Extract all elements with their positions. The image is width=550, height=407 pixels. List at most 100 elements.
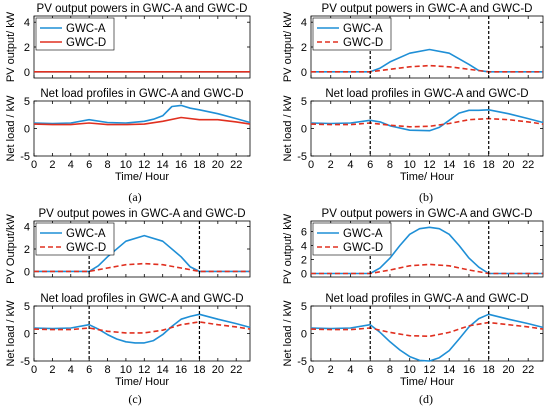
- panel-caption: (a): [128, 190, 141, 204]
- pv-plot-ylabel: PV output/ kW: [282, 213, 294, 284]
- net-load-plot-xtick-label: 14: [443, 159, 455, 171]
- net-load-plot-xtick-label: 16: [463, 364, 475, 376]
- net-load-plot-frame: [310, 305, 544, 362]
- panel-caption: (c): [128, 392, 141, 406]
- net-load-plot-xtick-label: 6: [86, 159, 92, 171]
- pv-plot-legend-box: [35, 17, 115, 51]
- net-load-plot-series-gwc-d: [310, 321, 544, 338]
- net-load-plot-xtick-label: 12: [138, 364, 150, 376]
- net-load-plot-ytick-label: 5: [24, 301, 30, 313]
- pv-plot-ytick-label: 2: [24, 244, 30, 256]
- panel-d: 0 2 4 6 PV output powers in GWC-A and GWC-D P…: [282, 208, 544, 406]
- pv-plot-ytick-label: 2: [301, 255, 307, 267]
- net-load-plot-frame: [310, 100, 544, 157]
- net-load-plot-xtick-label: 8: [104, 364, 110, 376]
- pv-plot-legend-label: GWC-D: [343, 37, 383, 49]
- net-load-plot-xtick-label: 20: [502, 159, 514, 171]
- net-load-plot-xtick-label: 8: [104, 159, 110, 171]
- pv-plot-ytick-label: 4: [301, 241, 307, 253]
- net-load-plot-title: Net load profiles in GWC-A and GWC-D: [325, 88, 528, 100]
- pv-plot-legend-label: GWC-D: [66, 37, 106, 49]
- pv-plot-ytick-label: 0: [24, 67, 30, 79]
- pv-plot-ytick-label: 4: [24, 17, 30, 29]
- net-load-plot-xtick-label: 14: [157, 159, 169, 171]
- pv-plot-ytick-label: 2: [24, 42, 30, 54]
- net-load-plot-ytick-label: 5: [301, 301, 307, 313]
- pv-plot-legend-box: [312, 17, 392, 51]
- panel-caption: (d): [419, 392, 433, 406]
- pv-plot-ytick-label: 0: [301, 269, 307, 281]
- pv-plot-series-gwc-a: [34, 234, 250, 273]
- pv-plot-title: PV output powers in GWC-A and GWC-D: [322, 3, 533, 15]
- net-load-plot-xtick-label: 22: [522, 159, 534, 171]
- net-load-plot-xtick-label: 4: [347, 364, 353, 376]
- pv-plot-legend-label: GWC-A: [66, 228, 106, 240]
- pv-plot-ytick-label: 2: [301, 42, 307, 54]
- net-load-plot-ytick-label: -5: [297, 356, 307, 368]
- net-load-plot-xtick-label: 2: [49, 159, 55, 171]
- net-load-plot-xtick-label: 4: [68, 159, 74, 171]
- net-load-plot-xtick-label: 10: [120, 364, 132, 376]
- pv-plot-ylabel: PV output/ kW: [282, 11, 294, 82]
- net-load-plot-xtick-label: 16: [175, 159, 187, 171]
- net-load-plot-xtick-label: 18: [193, 364, 205, 376]
- net-load-plot-xtick-label: 2: [328, 364, 334, 376]
- net-load-plot-xtick-label: 8: [387, 364, 393, 376]
- pv-plot-ytick-label: 0: [24, 266, 30, 278]
- net-load-plot-ytick-label: -5: [20, 356, 30, 368]
- pv-plot-series-gwc-d: [311, 263, 543, 275]
- pv-plot-legend-label: GWC-D: [343, 242, 383, 254]
- panel-caption: (b): [419, 190, 433, 204]
- net-load-plot-xtick-label: 16: [175, 364, 187, 376]
- pv-plot-legend-box: [35, 222, 115, 256]
- pv-plot-ylabel: PV Output/kW: [5, 214, 17, 284]
- pv-plot-ytick-label: 4: [24, 222, 30, 234]
- net-load-plot-xtick-label: 14: [157, 364, 169, 376]
- net-load-plot-xlabel: Time/ Hour: [400, 171, 454, 183]
- net-load-plot-xtick-label: 20: [212, 364, 224, 376]
- net-load-plot-xtick-label: 14: [443, 364, 455, 376]
- pv-plot-frame: [310, 220, 544, 278]
- net-load-plot-xtick-label: 2: [328, 159, 334, 171]
- net-load-plot-xtick-label: 6: [367, 159, 373, 171]
- net-load-plot-xtick-label: 12: [138, 159, 150, 171]
- net-load-plot-xtick-label: 22: [522, 364, 534, 376]
- pv-plot-legend-label: GWC-A: [343, 228, 383, 240]
- net-load-plot-frame: [33, 100, 251, 157]
- net-load-plot-xtick-label: 18: [483, 159, 495, 171]
- pv-plot-series-gwc-a: [311, 226, 543, 275]
- pv-plot-legend-label: GWC-D: [66, 242, 106, 254]
- net-load-plot-ytick-label: 0: [24, 124, 30, 136]
- net-load-plot-series-gwc-a: [310, 313, 544, 362]
- net-load-plot-xlabel: Time/ Hour: [115, 171, 169, 183]
- net-load-plot-xtick-label: 18: [193, 159, 205, 171]
- net-load-plot-title: Net load profiles in GWC-A and GWC-D: [325, 293, 528, 305]
- net-load-plot-xtick-label: 10: [404, 159, 416, 171]
- net-load-plot-series-gwc-a: [310, 109, 544, 132]
- net-load-plot-ytick-label: 5: [24, 96, 30, 108]
- net-load-plot-ytick-label: 5: [301, 96, 307, 108]
- net-load-plot-title: Net load profiles in GWC-A and GWC-D: [40, 293, 243, 305]
- net-load-plot-xtick-label: 10: [404, 364, 416, 376]
- pv-plot-title: PV output powers in GWC-A and GWC-D: [37, 3, 248, 15]
- net-load-plot-xtick-label: 18: [483, 364, 495, 376]
- net-load-plot-xtick-label: 0: [31, 364, 37, 376]
- net-load-plot-series-gwc-a: [33, 104, 251, 125]
- net-load-plot-xtick-label: 20: [212, 159, 224, 171]
- pv-plot-legend-label: GWC-A: [343, 23, 383, 35]
- net-load-plot-ylabel: Net load / kW: [282, 95, 294, 162]
- pv-plot-title: PV output powers in GWC-A and GWC-D: [322, 208, 533, 220]
- net-load-plot-ytick-label: 0: [301, 329, 307, 341]
- pv-plot-legend-label: GWC-A: [66, 23, 106, 35]
- net-load-plot-ytick-label: 0: [24, 329, 30, 341]
- net-load-plot-xtick-label: 2: [49, 364, 55, 376]
- net-load-plot-xtick-label: 20: [502, 364, 514, 376]
- net-load-plot-xtick-label: 4: [68, 364, 74, 376]
- net-load-plot-xtick-label: 0: [308, 364, 314, 376]
- net-load-plot-xtick-label: 8: [387, 159, 393, 171]
- pv-plot-legend-box: [312, 222, 392, 256]
- net-load-plot-xtick-label: 6: [86, 364, 92, 376]
